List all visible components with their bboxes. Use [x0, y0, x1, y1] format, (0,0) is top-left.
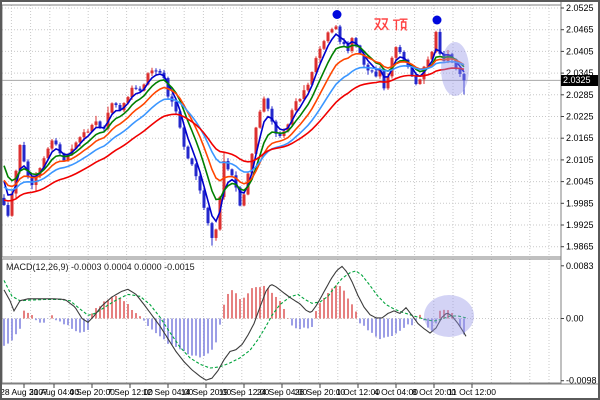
highlight-ellipse	[424, 295, 474, 337]
double-top-label	[374, 18, 408, 31]
moving-averages	[3, 32, 465, 223]
svg-text:24 Sep 04:00: 24 Sep 04:00	[257, 387, 308, 397]
annotations	[332, 10, 474, 337]
current-price-badge: 2.0325	[561, 75, 598, 86]
svg-text:4 Sep 20:00: 4 Sep 20:00	[69, 387, 115, 397]
price-axis-labels: 2.0525 2.0465 2.0405 2.0345 2.0285 2.0225 2.01…	[561, 3, 597, 386]
peak-marker-dot	[432, 15, 442, 25]
svg-text:2.0105: 2.0105	[566, 155, 594, 165]
macd-signal-line	[3, 270, 467, 369]
svg-text:1.9925: 1.9925	[566, 220, 594, 230]
svg-text:8 Oct 20:00: 8 Oct 20:00	[412, 387, 456, 397]
macd-main-line	[3, 265, 467, 381]
svg-text:2.0525: 2.0525	[566, 3, 594, 13]
svg-text:4 Oct 04:00: 4 Oct 04:00	[374, 387, 418, 397]
svg-text:14 Sep 20:00: 14 Sep 20:00	[181, 387, 232, 397]
svg-text:0.0083: 0.0083	[566, 261, 594, 271]
svg-text:1 Oct 12:00: 1 Oct 12:00	[336, 387, 380, 397]
ma-line-21	[3, 60, 465, 191]
svg-text:2.0285: 2.0285	[566, 90, 594, 100]
svg-text:28 Aug 2007: 28 Aug 2007	[2, 387, 48, 397]
ma-line-34	[3, 67, 465, 202]
svg-text:31 Aug 04:00: 31 Aug 04:00	[29, 387, 79, 397]
ma-line-4	[3, 32, 465, 223]
svg-text:2.0345: 2.0345	[566, 68, 594, 78]
svg-text:2.0405: 2.0405	[566, 46, 594, 56]
panel-borders	[2, 2, 598, 385]
svg-text:11 Oct 12:00: 11 Oct 12:00	[448, 387, 496, 397]
svg-text:2.0225: 2.0225	[566, 112, 594, 122]
svg-text:26 Sep 20:00: 26 Sep 20:00	[295, 387, 346, 397]
macd-indicator-label: MACD(12,26,9) -0.0003 0.0004 0.0000 -0.0…	[6, 262, 195, 272]
peak-marker-dot	[332, 10, 342, 19]
svg-text:1.9985: 1.9985	[566, 198, 594, 208]
svg-text:2.0465: 2.0465	[566, 25, 594, 35]
svg-text:1.9865: 1.9865	[566, 242, 594, 252]
macd-histogram	[3, 285, 465, 358]
svg-text:0.00: 0.00	[566, 314, 584, 324]
svg-text:12 Sep 04:00: 12 Sep 04:00	[143, 387, 194, 397]
svg-text:2.0045: 2.0045	[566, 177, 594, 187]
svg-text:7 Sep 12:00: 7 Sep 12:00	[107, 387, 153, 397]
highlight-ellipse	[441, 42, 469, 96]
svg-text:19 Sep 12:00: 19 Sep 12:00	[219, 387, 270, 397]
ma-line-13	[3, 52, 465, 188]
svg-text:2.0165: 2.0165	[566, 133, 594, 143]
svg-text:-0.0098: -0.0098	[566, 376, 597, 386]
